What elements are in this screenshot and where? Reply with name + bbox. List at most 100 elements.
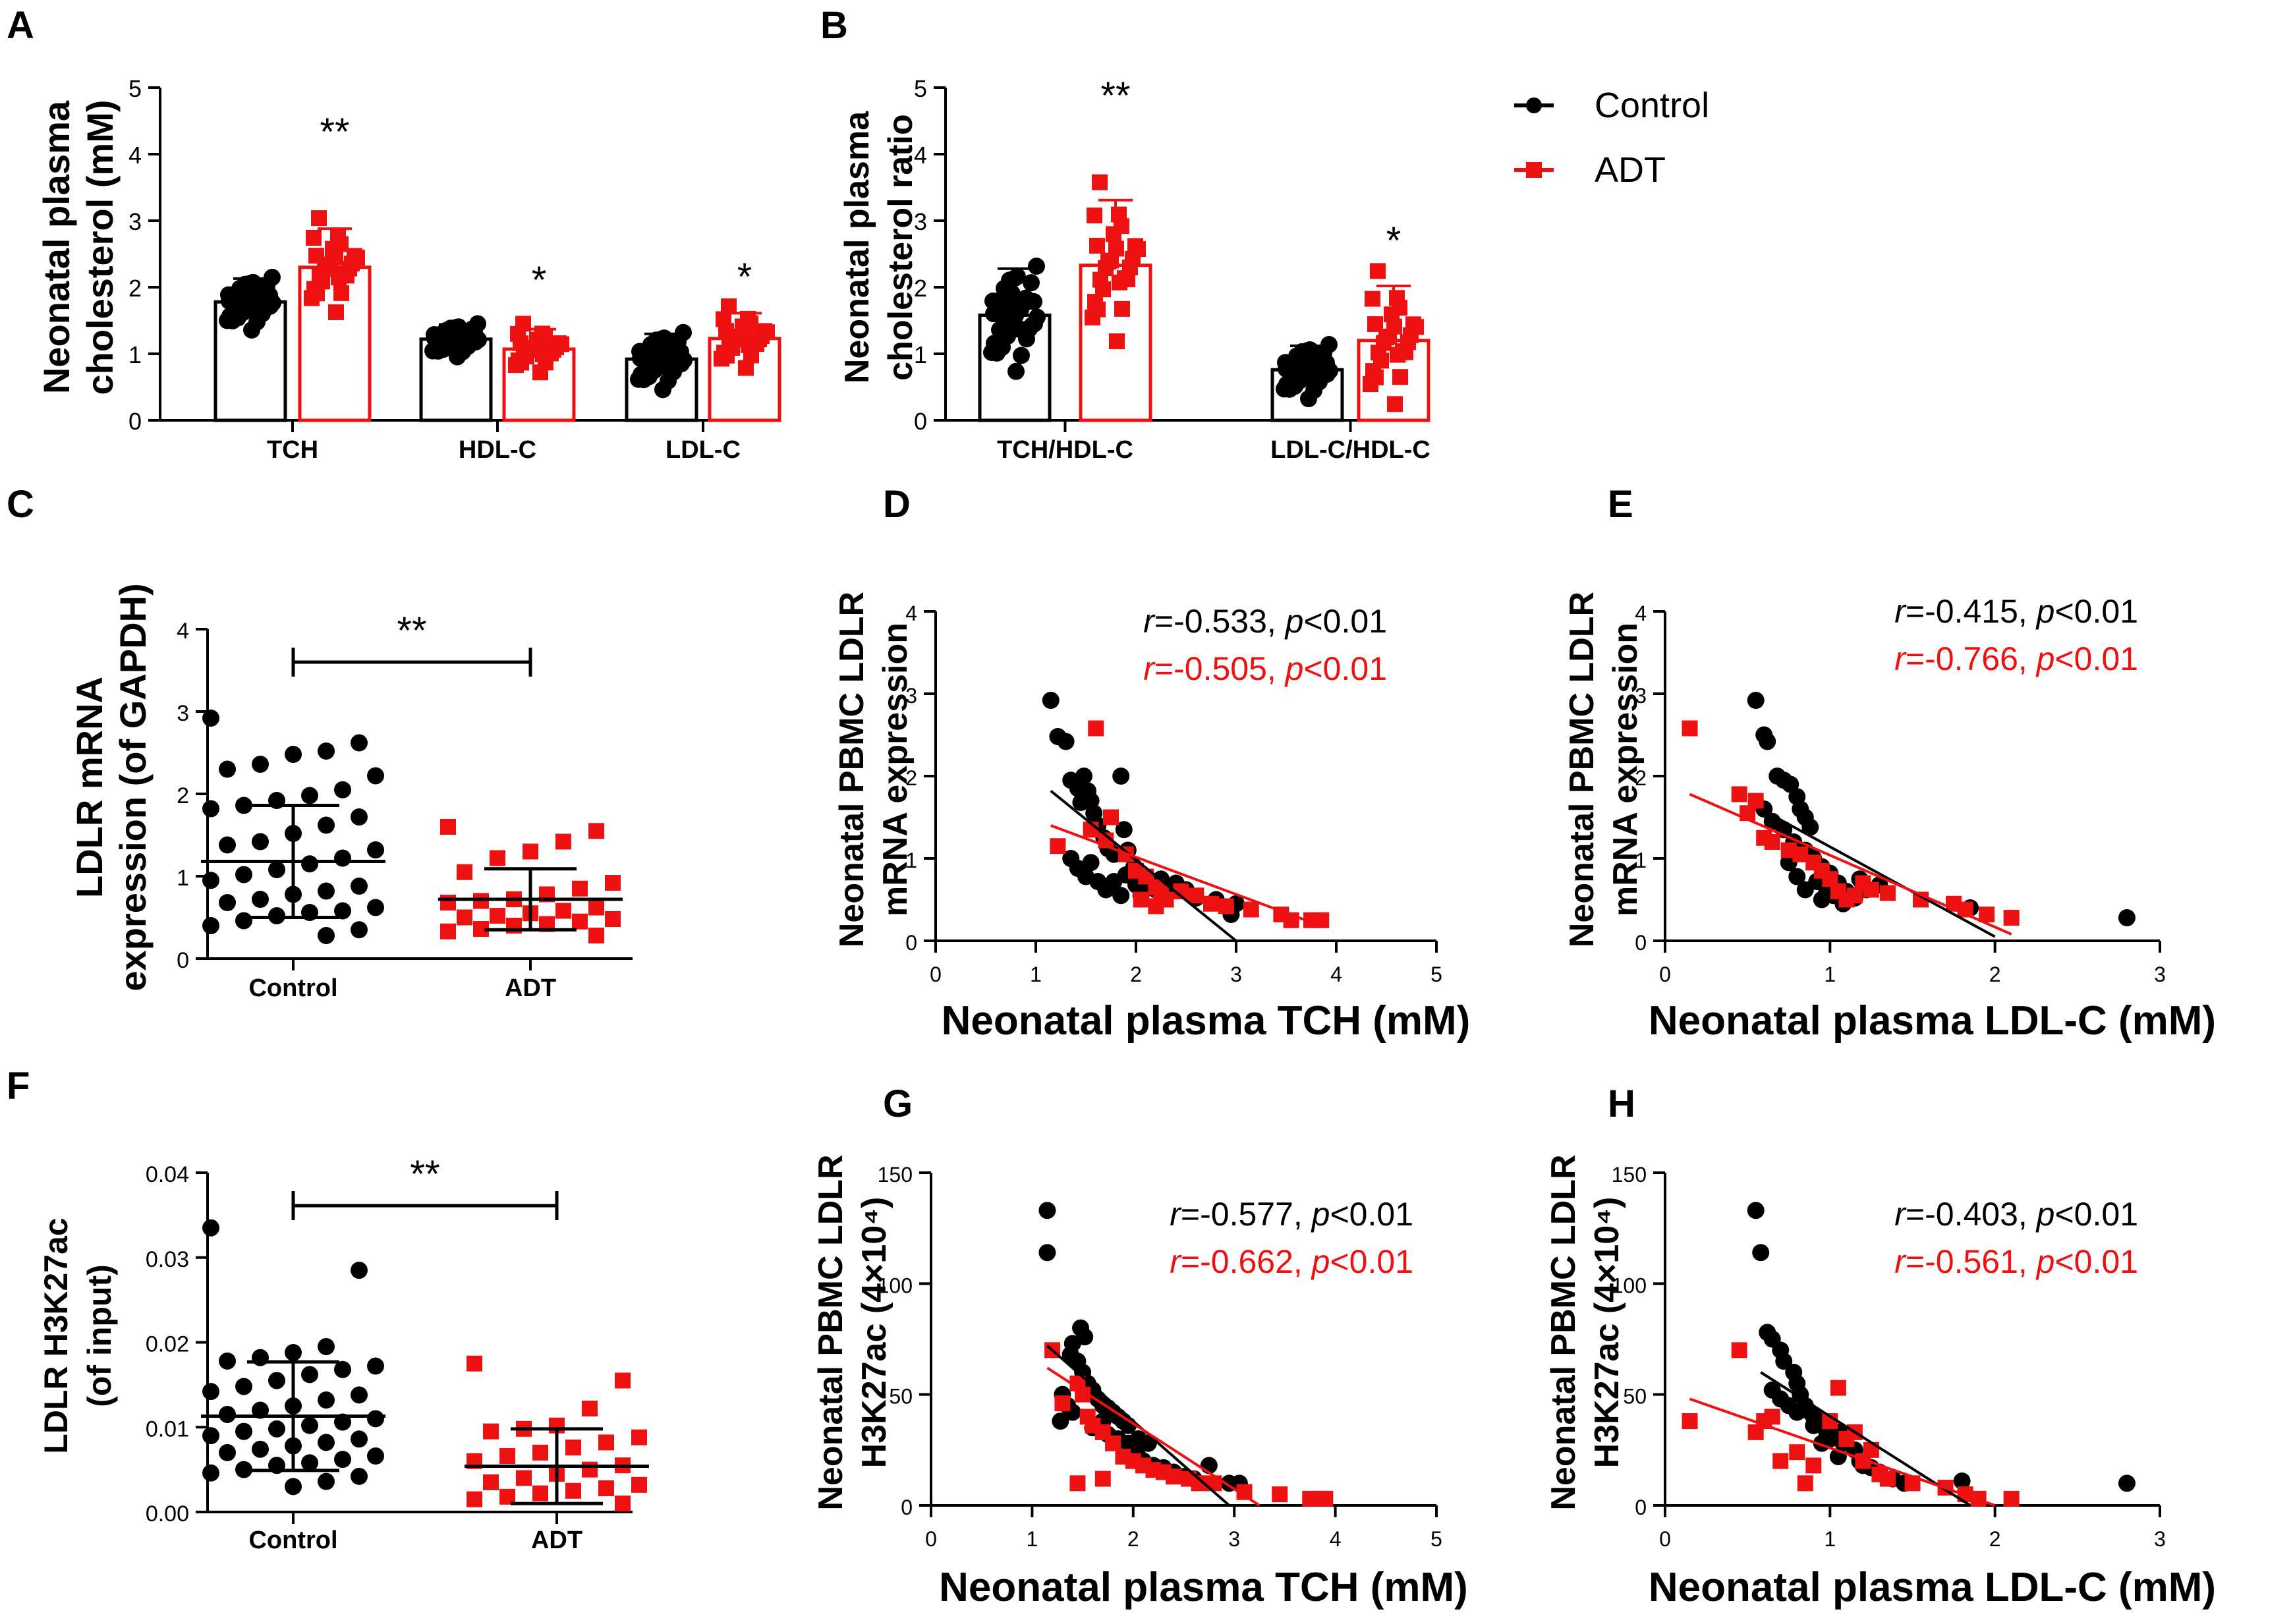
data-point [1095,281,1111,298]
data-point [1387,396,1403,412]
y-axis-label: Neonatal PBMC LDLR [1563,592,1601,947]
data-point [219,1352,236,1370]
data-point [718,323,734,339]
legend-adt-marker [1526,162,1542,178]
legend-adt-label: ADT [1595,150,1666,190]
data-point [1072,794,1090,811]
data-point [1792,846,1809,862]
data-point [1838,891,1855,908]
y-axis-label: mRNA expression [876,623,915,916]
data-point [457,909,472,926]
data-point [1243,901,1259,918]
data-point [219,760,236,778]
data-point [318,816,335,834]
data-point [1087,208,1102,224]
data-point [1682,720,1698,737]
regression-line [1760,808,1996,938]
data-point [367,1357,384,1375]
data-point [268,1420,285,1438]
data-point [553,336,569,352]
y-tick-label: 0.03 [146,1247,189,1272]
y-tick-label: 5 [914,75,927,102]
data-point [301,855,318,873]
data-point [999,327,1016,345]
data-point [984,292,1002,310]
x-tick-label: 0 [930,963,942,986]
data-point [1069,1475,1086,1492]
data-point [1052,1413,1069,1430]
data-point [615,1496,631,1512]
data-point [469,315,486,333]
data-point [219,836,236,854]
y-tick-label: 1 [905,849,917,872]
y-tick-label: 4 [905,602,917,625]
x-tick-label: 3 [1228,1527,1240,1551]
data-point [483,1474,499,1490]
data-point [631,343,648,360]
regression-line [1046,1366,1260,1507]
data-point [555,833,571,850]
data-point [285,1478,302,1496]
data-point [202,872,219,889]
data-point [1115,821,1133,839]
y-tick-label: 3 [1635,684,1647,708]
panel-letter: C [7,483,34,526]
data-point [351,878,368,895]
y-axis-label: expression (of GAPDH) [112,583,154,991]
data-point [588,899,604,916]
data-point [1050,838,1066,854]
data-point [1775,1353,1793,1370]
y-tick-label: 0.02 [146,1332,189,1357]
data-point [1090,301,1106,318]
data-point [1148,898,1164,914]
correlation-annotation: r=-0.505, p<0.01 [1143,650,1387,687]
data-point [1789,1444,1805,1461]
data-point [301,1366,318,1384]
data-point [1013,347,1030,364]
data-point [244,273,262,291]
panel-letter: F [7,1065,30,1107]
data-point [1218,898,1234,914]
data-point [1092,174,1108,190]
data-point [759,324,775,341]
data-point [1089,237,1105,254]
data-point [1805,1457,1822,1474]
y-axis-label: Neonatal PBMC LDLR [833,592,871,947]
data-point [334,1451,351,1469]
data-point [1408,319,1424,335]
data-point [605,911,621,927]
data-point [1813,891,1830,909]
data-point [555,903,571,919]
panel-b: B Neonatal plasma cholesterol ratio 0 1 2 3 4 5 T… [820,4,1430,464]
data-point [1105,1435,1121,1451]
data-point [334,1413,351,1431]
data-point [202,1464,219,1482]
data-point [202,800,219,818]
data-point [631,1429,647,1445]
legend-control-label: Control [1595,86,1709,125]
correlation-annotation: r=-0.766, p<0.01 [1894,640,2138,677]
x-tick-label: 0 [925,1527,937,1551]
data-point [334,902,351,920]
data-point [565,1440,581,1456]
data-point [219,894,236,911]
data-point [1318,354,1335,372]
y-tick-label: 1 [177,866,189,891]
correlation-annotation: r=-0.403, p<0.01 [1894,1196,2138,1233]
data-point [1203,895,1219,912]
data-point [351,1386,368,1404]
x-axis-label: Neonatal plasma TCH (mM) [942,998,1471,1044]
data-point [1028,258,1045,275]
data-point [1038,1244,1056,1262]
category-label: HDL-C [459,436,536,464]
data-point [264,269,281,287]
data-point [2003,910,2020,926]
data-point [523,843,538,860]
data-point [1367,316,1383,332]
data-point [334,849,351,867]
data-point [440,895,456,910]
data-point [483,1423,499,1440]
data-point [367,841,384,858]
x-tick-label: 1 [1027,1527,1038,1551]
